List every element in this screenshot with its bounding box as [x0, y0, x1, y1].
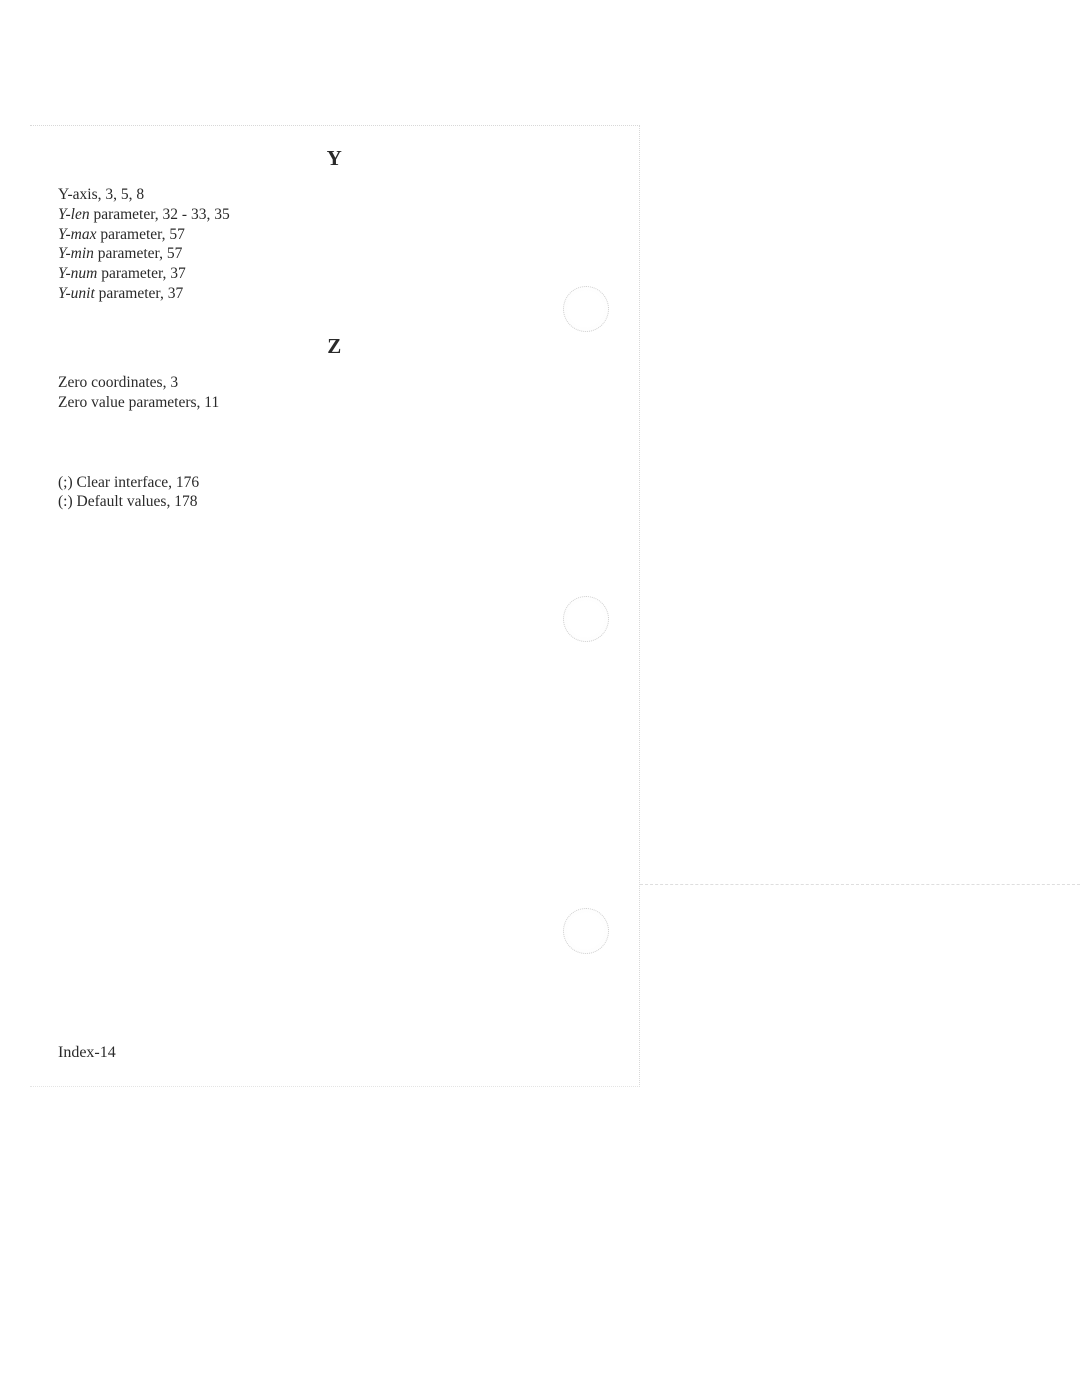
entry-ital: Y-len	[58, 206, 90, 223]
entry-text: parameter, 57	[96, 226, 184, 243]
index-page: Y Y-axis, 3, 5, 8 Y-len parameter, 32 - …	[30, 125, 640, 1087]
punch-hole-icon	[563, 596, 609, 642]
section-z-entries: Zero coordinates, 3 Zero value parameter…	[58, 373, 611, 413]
entry-text: parameter, 37	[97, 265, 185, 282]
scan-line	[640, 884, 1080, 885]
entry-prefix: (;)	[58, 474, 77, 491]
section-heading-z: Z	[58, 334, 611, 359]
entry-ital: Y-num	[58, 265, 97, 282]
index-entry: Y-axis, 3, 5, 8	[58, 185, 611, 205]
entry-text: parameter, 57	[94, 245, 182, 262]
section-heading-y: Y	[58, 146, 611, 171]
section-y-entries: Y-axis, 3, 5, 8 Y-len parameter, 32 - 33…	[58, 185, 611, 304]
index-entry: Y-max parameter, 57	[58, 225, 611, 245]
index-entry: (;) Clear interface, 176	[58, 473, 611, 493]
entry-text: Y-axis, 3, 5, 8	[58, 186, 144, 203]
entry-ital: Y-min	[58, 245, 94, 262]
index-entry: Y-unit parameter, 37	[58, 284, 611, 304]
entry-text: parameter, 32 - 33, 35	[90, 206, 230, 223]
entry-prefix: (:)	[58, 493, 77, 510]
entry-ital: Y-unit	[58, 285, 95, 302]
entry-text: Zero coordinates, 3	[58, 374, 178, 391]
punch-hole-icon	[563, 286, 609, 332]
punch-hole-icon	[563, 908, 609, 954]
index-entry: Zero coordinates, 3	[58, 373, 611, 393]
index-entry: Y-min parameter, 57	[58, 244, 611, 264]
entry-ital: Y-max	[58, 226, 96, 243]
entry-text: parameter, 37	[95, 285, 183, 302]
entry-text: Clear interface, 176	[77, 474, 200, 491]
page-footer: Index-14	[58, 1044, 116, 1062]
index-entry: (:) Default values, 178	[58, 492, 611, 512]
index-entry: Y-len parameter, 32 - 33, 35	[58, 205, 611, 225]
section-symbols-entries: (;) Clear interface, 176 (:) Default val…	[58, 473, 611, 513]
index-entry: Zero value parameters, 11	[58, 393, 611, 413]
entry-text: Default values, 178	[77, 493, 198, 510]
entry-text: Zero value parameters, 11	[58, 394, 219, 411]
index-entry: Y-num parameter, 37	[58, 264, 611, 284]
